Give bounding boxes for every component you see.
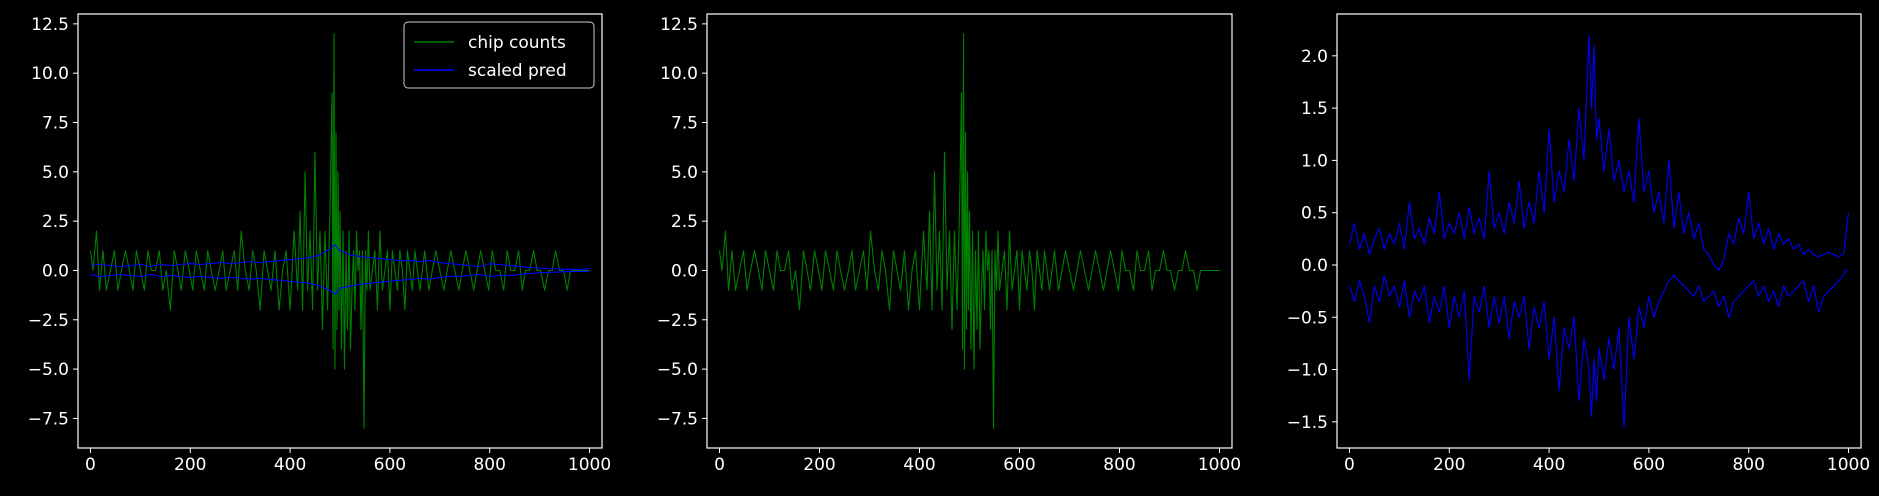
x-tick-label: 600	[1633, 455, 1665, 475]
series-line-1-lower	[90, 270, 590, 295]
y-tick-label: 5.0	[671, 163, 698, 183]
x-tick-label: 200	[1433, 455, 1465, 475]
x-tick-label: 200	[174, 455, 206, 475]
x-tick-label: 400	[903, 455, 935, 475]
y-tick-label: 12.5	[660, 15, 698, 35]
plot-area	[718, 33, 1220, 429]
x-tick-label: 800	[473, 455, 505, 475]
x-tick-label: 400	[274, 455, 306, 475]
y-tick-label: 12.5	[31, 15, 69, 35]
x-tick-label: 1000	[1827, 455, 1870, 475]
y-tick-label: −2.5	[28, 311, 69, 331]
legend-label: chip counts	[468, 33, 566, 53]
y-tick-label: −5.0	[28, 360, 69, 380]
x-tick-label: 1000	[1198, 455, 1241, 475]
y-tick-label: 0.0	[42, 261, 69, 281]
x-tick-label: 600	[374, 455, 406, 475]
series-line-0-upper	[1348, 34, 1850, 271]
legend-label: scaled pred	[468, 61, 567, 81]
x-tick-label: 200	[803, 455, 835, 475]
y-tick-label: 1.5	[1301, 99, 1328, 119]
x-tick-label: 0	[85, 455, 96, 475]
chart-panel-right: 0 200 400 600 800 1000 −1.5 −1.0 −0.5 0.0 0.5 1.0 1.…	[1287, 13, 1870, 475]
y-tick-label: −0.5	[1287, 308, 1328, 328]
axes-frame	[1336, 13, 1862, 449]
axes-frame	[77, 13, 603, 449]
plot-area	[1348, 34, 1850, 428]
y-tick-label: 1.0	[1301, 151, 1328, 171]
x-tick-label: 0	[1344, 455, 1355, 475]
y-tick-label: −1.5	[1287, 413, 1328, 433]
axes-frame	[706, 13, 1233, 449]
y-tick-label: 2.5	[671, 212, 698, 232]
y-tick-label: 10.0	[31, 64, 69, 84]
series-line-1-upper	[90, 244, 590, 271]
series-line-0-upper	[718, 33, 1220, 429]
y-tick-label: −5.0	[657, 360, 698, 380]
x-tick-label: 1000	[568, 455, 611, 475]
y-tick-label: 2.0	[1301, 47, 1328, 67]
y-tick-label: 7.5	[42, 114, 69, 134]
y-tick-label: 5.0	[42, 163, 69, 183]
y-tick-label: 7.5	[671, 114, 698, 134]
x-tick-label: 800	[1103, 455, 1135, 475]
chart-panel-middle: 0 200 400 600 800 1000 −7.5 −5.0 −2.5 0.0 2.5 5.0 7.…	[657, 13, 1241, 475]
y-tick-label: −2.5	[657, 311, 698, 331]
x-tick-label: 0	[714, 455, 725, 475]
y-tick-label: −7.5	[657, 409, 698, 429]
x-tick-label: 600	[1003, 455, 1035, 475]
x-tick-label: 400	[1533, 455, 1565, 475]
y-tick-label: −1.0	[1287, 361, 1328, 381]
legend: chip counts scaled pred	[403, 21, 595, 89]
y-tick-label: 0.0	[1301, 256, 1328, 276]
series-line-0-lower	[1348, 269, 1849, 428]
x-tick-label: 800	[1732, 455, 1764, 475]
y-tick-label: 2.5	[42, 212, 69, 232]
y-tick-label: −7.5	[28, 409, 69, 429]
y-tick-label: 0.5	[1301, 204, 1328, 224]
plot-area	[89, 33, 590, 429]
y-tick-label: 10.0	[660, 64, 698, 84]
chart-panel-left: 0 200 400 600 800 1000 −7.5 −5.0 −2.5 0.0 2.5 5.0 7.…	[28, 13, 611, 475]
legend-box	[403, 21, 595, 89]
y-tick-label: 0.0	[671, 261, 698, 281]
